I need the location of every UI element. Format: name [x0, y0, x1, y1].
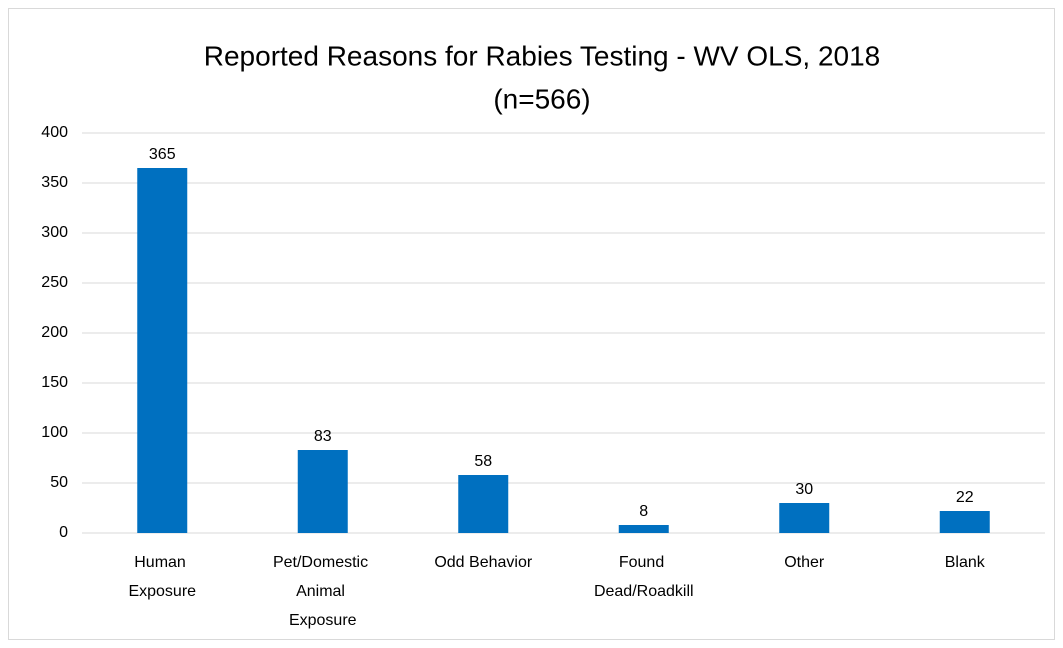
- y-tick-label: 150: [41, 374, 68, 391]
- x-tick-label: Blank: [945, 554, 986, 571]
- data-label: 58: [474, 453, 492, 470]
- data-label: 30: [795, 481, 813, 498]
- chart-subtitle: (n=566): [493, 83, 590, 114]
- x-tick-label: Pet/Domestic Animal Exposure: [273, 554, 373, 629]
- y-tick-label: 50: [50, 474, 68, 491]
- y-tick-label: 350: [41, 174, 68, 191]
- chart-title: Reported Reasons for Rabies Testing - WV…: [204, 40, 881, 71]
- x-tick-label: Human Exposure: [128, 554, 196, 600]
- data-label: 8: [639, 503, 648, 520]
- y-tick-label: 100: [41, 424, 68, 441]
- x-tick-label: Other: [784, 554, 825, 571]
- bar: [779, 503, 830, 533]
- y-tick-label: 400: [41, 124, 68, 141]
- y-tick-label: 0: [59, 524, 68, 541]
- y-tick-label: 300: [41, 224, 68, 241]
- bar: [618, 525, 669, 533]
- data-label: 22: [956, 489, 974, 506]
- bar: [137, 168, 188, 533]
- bar: [939, 511, 990, 533]
- y-tick-label: 250: [41, 274, 68, 291]
- data-label: 83: [314, 428, 332, 445]
- data-label: 365: [149, 146, 176, 163]
- bar: [458, 475, 509, 533]
- bar: [297, 450, 348, 533]
- x-tick-label: Found Dead/Roadkill: [594, 554, 694, 600]
- y-tick-label: 200: [41, 324, 68, 341]
- x-tick-label: Odd Behavior: [434, 554, 533, 571]
